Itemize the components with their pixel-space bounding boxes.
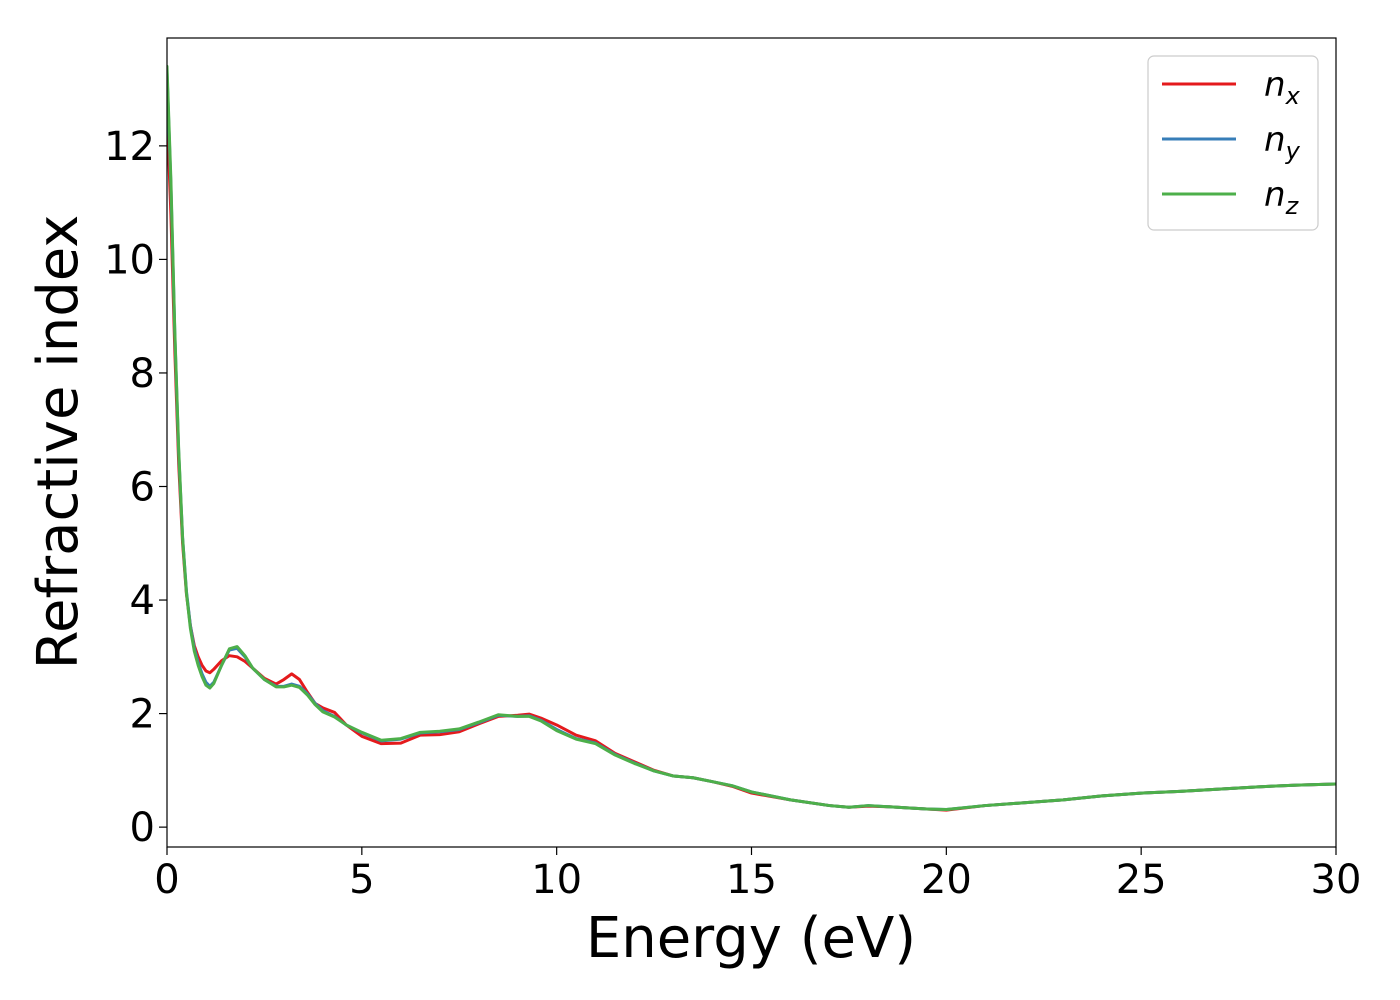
y-tick-label: 10 [104,237,155,283]
y-tick-label: 2 [130,692,155,738]
x-tick-label: 10 [531,857,582,903]
y-axis: 0 2 4 6 8 10 12 [104,124,167,851]
y-tick-label: 4 [130,578,155,624]
series-line-n-z [167,64,1336,812]
x-axis-title: Energy (eV) [586,906,916,971]
x-tick-label: 0 [154,857,179,903]
x-tick-label: 15 [726,857,777,903]
x-tick-label: 25 [1116,857,1167,903]
y-tick-label: 8 [130,351,155,397]
y-tick-label: 0 [130,805,155,851]
x-tick-label: 5 [349,857,374,903]
y-axis-title: Refractive index [26,215,91,670]
legend-frame [1147,55,1319,231]
y-tick-label: 12 [104,124,155,170]
y-tick-label: 6 [130,464,155,510]
x-tick-label: 30 [1311,857,1362,903]
series-layer [167,64,1336,812]
x-axis: 0 5 10 15 20 25 30 [154,847,1361,903]
x-tick-label: 20 [921,857,972,903]
